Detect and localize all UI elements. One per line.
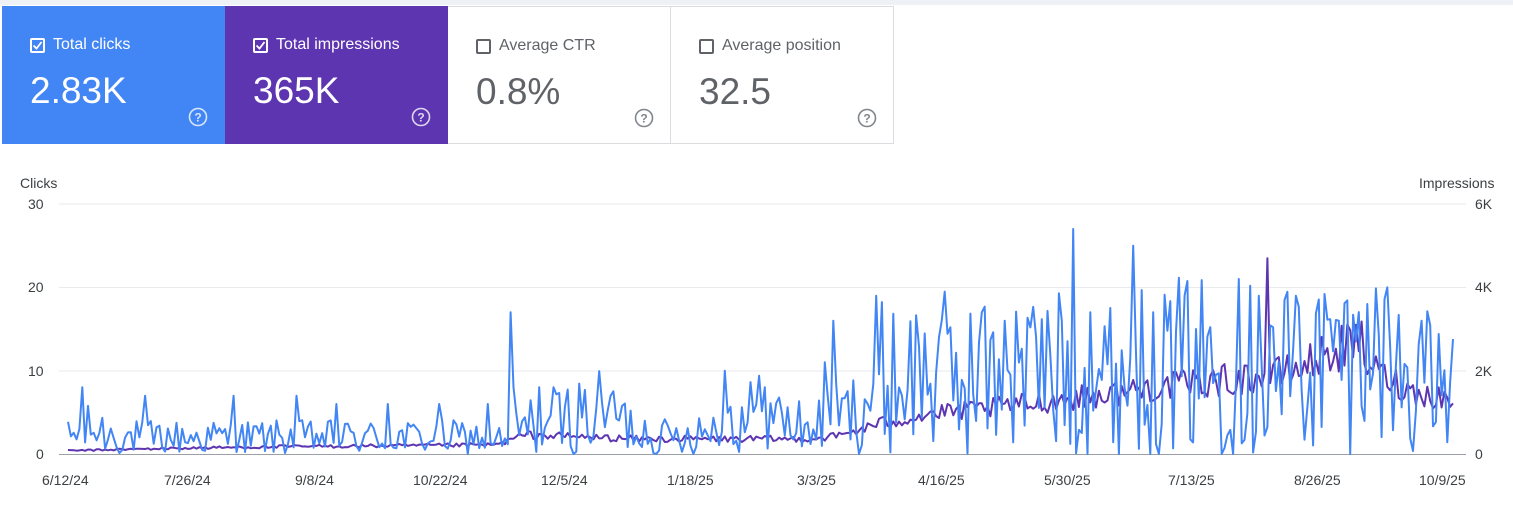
metric-value: 0.8% (476, 71, 561, 112)
help-circle-icon[interactable]: ? (188, 107, 208, 127)
metric-label: Total impressions (276, 36, 400, 53)
metric-card-average-position[interactable]: Average position 32.5 ? (671, 6, 894, 144)
metric-label: Average CTR (499, 37, 596, 54)
metric-value: 2.83K (30, 70, 127, 111)
metric-label: Total clicks (53, 36, 131, 53)
y-left-tick-label: 0 (36, 446, 44, 462)
x-tick-label: 4/16/25 (918, 472, 965, 488)
y-left-tick-label: 20 (28, 279, 44, 295)
clicks-series-line (67, 228, 1454, 455)
y-right-tick-label: 0 (1475, 446, 1483, 462)
x-tick-label: 9/8/24 (295, 472, 334, 488)
x-tick-label: 8/26/25 (1294, 472, 1341, 488)
metric-value: 365K (253, 70, 340, 111)
x-tick-label: 7/26/24 (164, 472, 211, 488)
metric-value: 32.5 (699, 71, 772, 112)
x-tick-label: 7/13/25 (1168, 472, 1215, 488)
x-tick-label: 10/9/25 (1419, 472, 1466, 488)
checkbox-unchecked-icon[interactable] (476, 39, 491, 54)
y-axis-right-title: Impressions (1419, 175, 1495, 191)
svg-text:?: ? (863, 112, 870, 126)
x-tick-label: 12/5/24 (541, 472, 588, 488)
svg-text:?: ? (194, 111, 201, 125)
metric-cards: Total clicks 2.83K ? Total impressions 3… (2, 6, 894, 144)
impressions-series-line (67, 257, 1454, 452)
checkbox-checked-icon[interactable] (30, 38, 45, 53)
y-axis-left-title: Clicks (20, 175, 58, 191)
x-tick-label: 3/3/25 (797, 472, 836, 488)
metric-label: Average position (722, 37, 841, 54)
y-left-tick-label: 10 (28, 363, 44, 379)
checkbox-checked-icon[interactable] (253, 38, 268, 53)
y-right-tick-label: 2K (1475, 363, 1493, 379)
x-tick-label: 10/22/24 (413, 472, 468, 488)
metric-card-average-ctr[interactable]: Average CTR 0.8% ? (448, 6, 671, 144)
svg-text:?: ? (417, 111, 424, 125)
x-tick-label: 5/30/25 (1044, 472, 1091, 488)
svg-text:?: ? (640, 112, 647, 126)
help-circle-icon[interactable]: ? (634, 108, 654, 128)
x-tick-label: 6/12/24 (42, 472, 89, 488)
y-left-tick-label: 30 (28, 196, 44, 212)
help-circle-icon[interactable]: ? (411, 107, 431, 127)
metric-card-total-impressions[interactable]: Total impressions 365K ? (225, 6, 448, 144)
help-circle-icon[interactable]: ? (857, 108, 877, 128)
checkbox-unchecked-icon[interactable] (699, 39, 714, 54)
top-border (0, 0, 1513, 5)
y-right-tick-label: 6K (1475, 196, 1493, 212)
y-right-tick-label: 4K (1475, 279, 1493, 295)
x-tick-label: 1/18/25 (667, 472, 714, 488)
metric-card-total-clicks[interactable]: Total clicks 2.83K ? (2, 6, 225, 144)
